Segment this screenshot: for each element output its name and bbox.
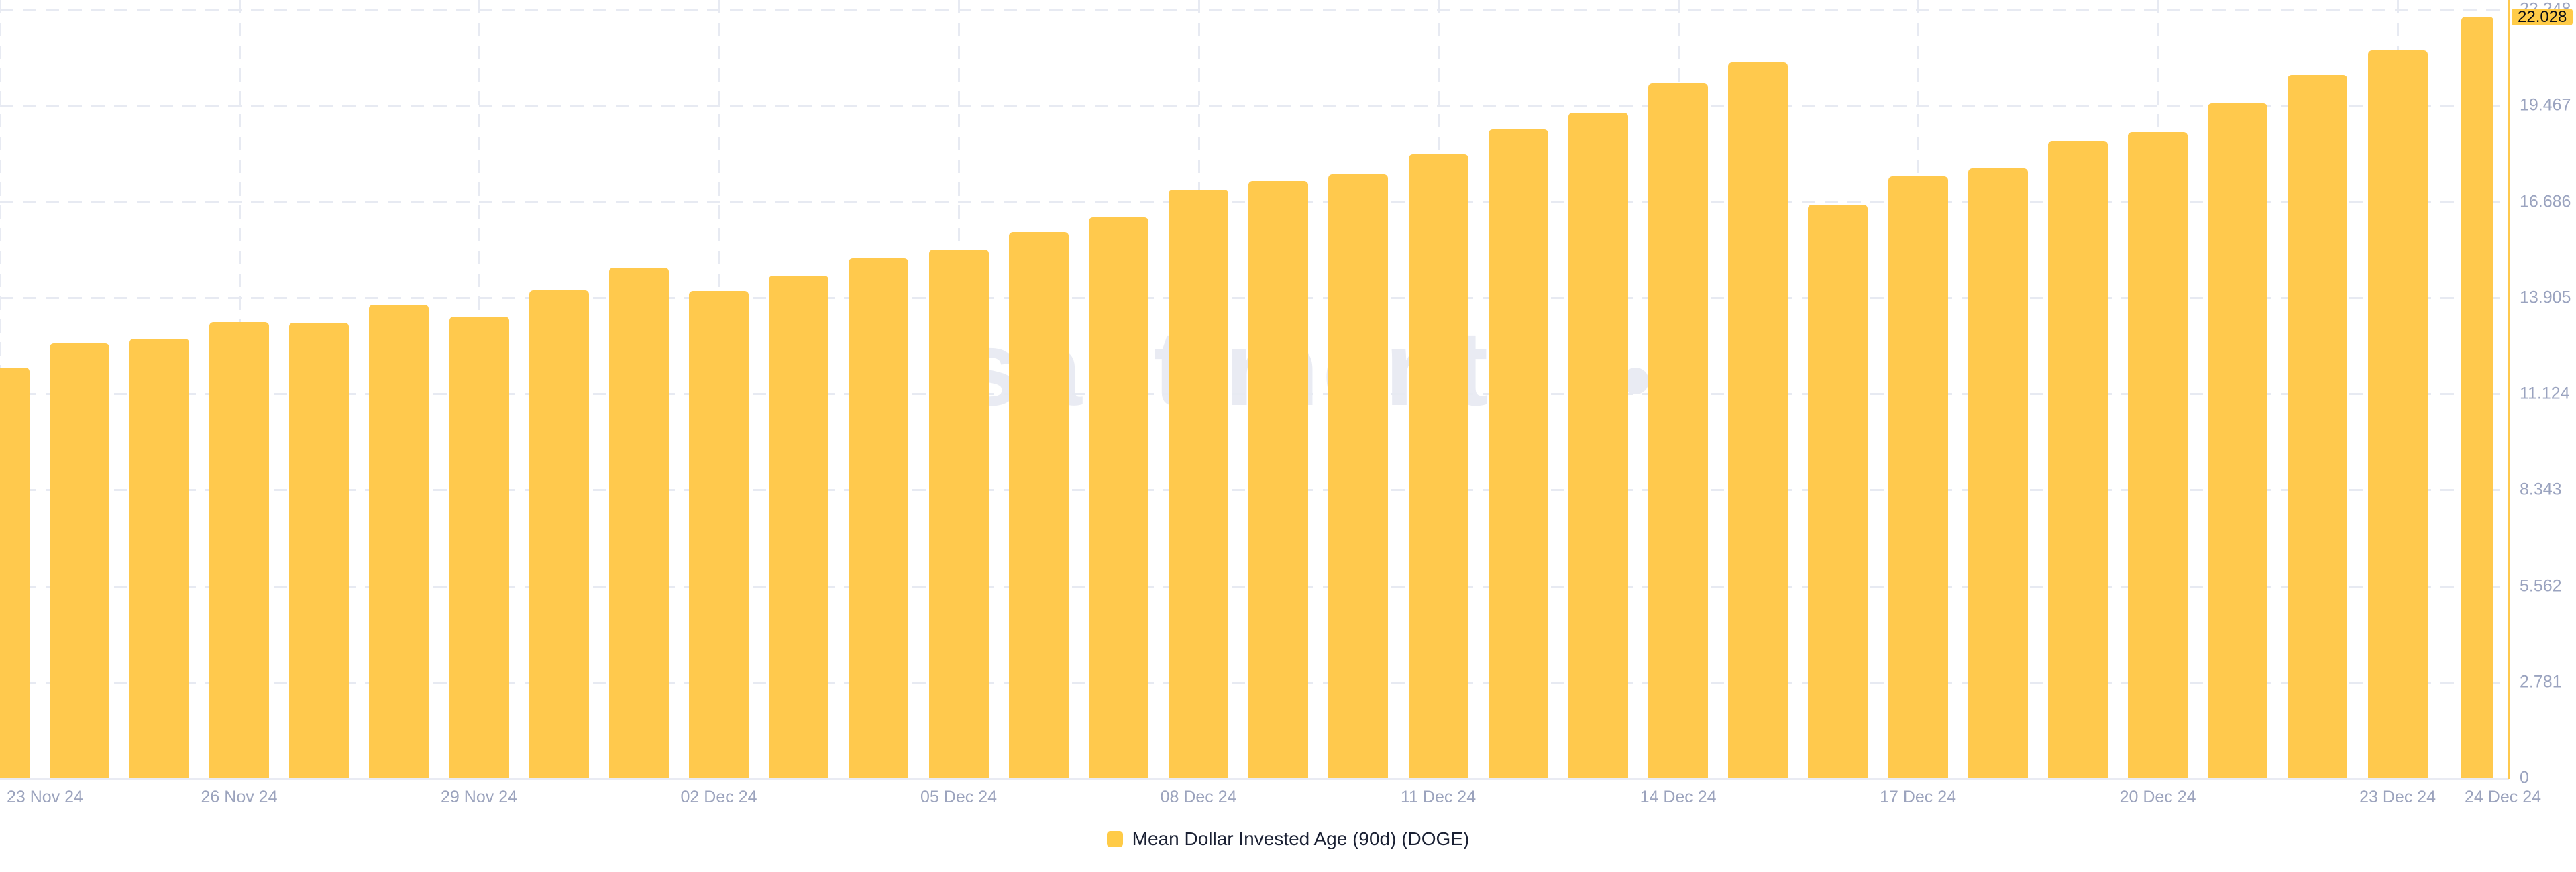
y-tick-label: 19.467 xyxy=(2520,95,2571,115)
x-tick-label: 14 Dec 24 xyxy=(1640,787,1717,806)
bar[interactable] xyxy=(1648,83,1709,778)
bar[interactable] xyxy=(769,276,829,778)
bar[interactable] xyxy=(1488,129,1548,778)
x-tick-label: 11 Dec 24 xyxy=(1400,787,1477,806)
bar[interactable] xyxy=(2128,131,2188,778)
bar[interactable] xyxy=(289,322,350,778)
x-tick-label: 24 Dec 24 xyxy=(2465,787,2541,806)
bar[interactable] xyxy=(1568,112,1628,778)
bar[interactable] xyxy=(49,343,109,778)
x-tick-label: 20 Dec 24 xyxy=(2119,787,2196,806)
bar[interactable] xyxy=(1968,168,2028,778)
bar[interactable] xyxy=(1408,154,1468,778)
y-tick-label: 16.686 xyxy=(2520,192,2571,211)
x-tick-label: 05 Dec 24 xyxy=(920,787,998,806)
bar[interactable] xyxy=(529,290,589,778)
y-tick-label: 0 xyxy=(2520,768,2529,787)
x-tick-label: 08 Dec 24 xyxy=(1160,787,1237,806)
plot-area[interactable]: santiment xyxy=(0,0,2509,778)
legend-swatch-icon xyxy=(1106,831,1123,847)
x-tick-label: 29 Nov 24 xyxy=(441,787,517,806)
x-tick-label: 23 Nov 24 xyxy=(7,787,83,806)
x-axis-line xyxy=(0,778,2509,780)
y-tick-label: 2.781 xyxy=(2520,672,2562,692)
bar[interactable] xyxy=(1808,204,1868,778)
y-tick-label: 5.562 xyxy=(2520,576,2562,595)
latest-value-badge: 22.028 xyxy=(2512,9,2573,25)
bar[interactable] xyxy=(2461,17,2494,778)
bar[interactable] xyxy=(129,339,189,778)
bar[interactable] xyxy=(1728,62,1788,778)
bar[interactable] xyxy=(1088,217,1148,778)
legend-label[interactable]: Mean Dollar Invested Age (90d) (DOGE) xyxy=(1132,828,1470,849)
bar[interactable] xyxy=(928,249,989,778)
bar[interactable] xyxy=(209,322,269,778)
bar[interactable] xyxy=(1328,174,1389,778)
bar[interactable] xyxy=(2047,141,2108,778)
legend: Mean Dollar Invested Age (90d) (DOGE) xyxy=(0,828,2576,851)
bar[interactable] xyxy=(689,290,749,778)
x-tick-label: 23 Dec 24 xyxy=(2359,787,2436,806)
bar[interactable] xyxy=(1888,176,1948,778)
x-tick-label: 26 Nov 24 xyxy=(201,787,278,806)
y-tick-label: 11.124 xyxy=(2520,384,2570,403)
bar[interactable] xyxy=(1169,189,1229,778)
bar[interactable] xyxy=(849,258,909,778)
y-tick-label: 13.905 xyxy=(2520,288,2571,307)
y-axis-spine xyxy=(2508,0,2510,779)
bar[interactable] xyxy=(608,268,669,778)
bar[interactable] xyxy=(1008,232,1069,778)
bar[interactable] xyxy=(2288,75,2348,778)
bar[interactable] xyxy=(2208,103,2268,778)
y-tick-label: 8.343 xyxy=(2520,480,2562,499)
bar[interactable] xyxy=(449,316,509,778)
h-gridline xyxy=(0,9,2509,11)
h-gridline xyxy=(0,105,2509,107)
bar[interactable] xyxy=(369,305,429,778)
bar[interactable] xyxy=(0,367,30,778)
bar[interactable] xyxy=(2367,50,2428,778)
x-tick-label: 02 Dec 24 xyxy=(680,787,757,806)
bar[interactable] xyxy=(1248,181,1309,778)
x-tick-label: 17 Dec 24 xyxy=(1880,787,1957,806)
